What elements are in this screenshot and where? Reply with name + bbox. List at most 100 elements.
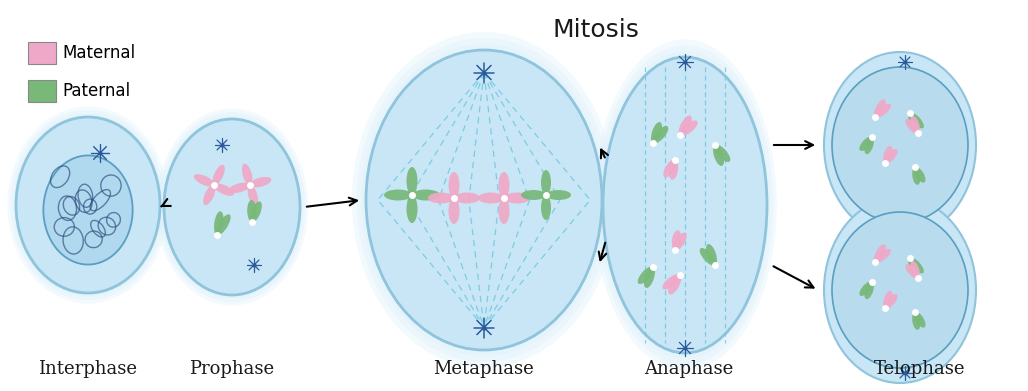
Ellipse shape bbox=[214, 183, 234, 196]
FancyBboxPatch shape bbox=[28, 80, 56, 102]
Ellipse shape bbox=[7, 106, 169, 303]
Ellipse shape bbox=[541, 170, 551, 195]
Ellipse shape bbox=[406, 167, 417, 195]
Ellipse shape bbox=[906, 119, 919, 133]
Ellipse shape bbox=[673, 233, 687, 250]
Ellipse shape bbox=[865, 282, 874, 299]
Ellipse shape bbox=[406, 195, 417, 223]
Ellipse shape bbox=[832, 67, 968, 223]
Ellipse shape bbox=[213, 165, 225, 185]
Ellipse shape bbox=[247, 200, 256, 222]
Ellipse shape bbox=[908, 113, 918, 132]
Ellipse shape bbox=[874, 99, 886, 117]
Ellipse shape bbox=[823, 57, 977, 232]
Ellipse shape bbox=[216, 214, 230, 235]
Ellipse shape bbox=[883, 291, 892, 308]
Text: Prophase: Prophase bbox=[189, 360, 273, 378]
Ellipse shape bbox=[593, 39, 777, 371]
Ellipse shape bbox=[250, 177, 271, 187]
Ellipse shape bbox=[911, 116, 920, 133]
Ellipse shape bbox=[914, 312, 925, 328]
Ellipse shape bbox=[714, 145, 730, 162]
Ellipse shape bbox=[827, 206, 974, 374]
Ellipse shape bbox=[912, 167, 920, 185]
Ellipse shape bbox=[706, 244, 717, 265]
Ellipse shape bbox=[596, 45, 773, 365]
Ellipse shape bbox=[875, 249, 891, 263]
Ellipse shape bbox=[603, 57, 767, 353]
Text: Telophase: Telophase bbox=[874, 360, 966, 378]
Ellipse shape bbox=[832, 212, 968, 368]
FancyBboxPatch shape bbox=[28, 42, 56, 64]
Ellipse shape bbox=[859, 136, 873, 151]
Ellipse shape bbox=[454, 192, 480, 203]
Ellipse shape bbox=[204, 185, 216, 205]
Ellipse shape bbox=[366, 50, 602, 350]
Ellipse shape bbox=[504, 192, 530, 203]
Ellipse shape bbox=[248, 185, 258, 206]
Ellipse shape bbox=[910, 258, 924, 273]
Ellipse shape bbox=[865, 137, 874, 154]
Ellipse shape bbox=[823, 203, 977, 377]
Ellipse shape bbox=[242, 164, 252, 185]
Ellipse shape bbox=[671, 230, 682, 250]
Ellipse shape bbox=[824, 52, 976, 238]
Ellipse shape bbox=[43, 156, 133, 265]
Ellipse shape bbox=[875, 104, 891, 118]
Ellipse shape bbox=[10, 110, 166, 300]
Ellipse shape bbox=[158, 112, 305, 302]
Ellipse shape bbox=[13, 113, 162, 296]
Ellipse shape bbox=[874, 244, 886, 262]
Ellipse shape bbox=[521, 190, 546, 200]
Ellipse shape bbox=[912, 312, 920, 330]
Ellipse shape bbox=[541, 195, 551, 220]
Text: Maternal: Maternal bbox=[62, 44, 135, 62]
Text: Anaphase: Anaphase bbox=[645, 360, 733, 378]
Ellipse shape bbox=[884, 149, 897, 163]
Ellipse shape bbox=[662, 274, 681, 290]
Ellipse shape bbox=[352, 32, 616, 368]
Ellipse shape bbox=[637, 267, 654, 284]
Ellipse shape bbox=[678, 115, 692, 135]
Text: Metaphase: Metaphase bbox=[433, 360, 534, 378]
Ellipse shape bbox=[713, 145, 724, 166]
Ellipse shape bbox=[908, 258, 918, 277]
Ellipse shape bbox=[910, 113, 924, 128]
Ellipse shape bbox=[827, 61, 974, 229]
Ellipse shape bbox=[250, 201, 262, 222]
Ellipse shape bbox=[384, 190, 412, 201]
Ellipse shape bbox=[194, 174, 214, 187]
Ellipse shape bbox=[883, 146, 892, 163]
Ellipse shape bbox=[448, 198, 460, 224]
Ellipse shape bbox=[652, 126, 668, 143]
Ellipse shape bbox=[824, 197, 976, 383]
Ellipse shape bbox=[214, 211, 223, 235]
Ellipse shape bbox=[859, 282, 873, 296]
Ellipse shape bbox=[428, 192, 454, 203]
Ellipse shape bbox=[361, 44, 607, 356]
Ellipse shape bbox=[680, 120, 698, 136]
Ellipse shape bbox=[663, 160, 676, 178]
Ellipse shape bbox=[228, 183, 250, 193]
Ellipse shape bbox=[884, 294, 897, 308]
Ellipse shape bbox=[651, 122, 662, 143]
Text: Interphase: Interphase bbox=[38, 360, 137, 378]
Ellipse shape bbox=[911, 261, 920, 278]
Ellipse shape bbox=[669, 160, 678, 180]
Ellipse shape bbox=[546, 190, 571, 200]
Text: Mitosis: Mitosis bbox=[553, 18, 639, 42]
Ellipse shape bbox=[499, 172, 510, 198]
Ellipse shape bbox=[478, 192, 504, 203]
Ellipse shape bbox=[164, 119, 300, 295]
Ellipse shape bbox=[156, 108, 308, 305]
Ellipse shape bbox=[448, 172, 460, 198]
Ellipse shape bbox=[830, 64, 970, 226]
Ellipse shape bbox=[499, 198, 510, 224]
Ellipse shape bbox=[700, 248, 715, 265]
Ellipse shape bbox=[412, 190, 440, 201]
Ellipse shape bbox=[644, 267, 655, 288]
Ellipse shape bbox=[161, 115, 302, 298]
Ellipse shape bbox=[914, 167, 925, 183]
Ellipse shape bbox=[16, 117, 160, 293]
Ellipse shape bbox=[830, 209, 970, 371]
